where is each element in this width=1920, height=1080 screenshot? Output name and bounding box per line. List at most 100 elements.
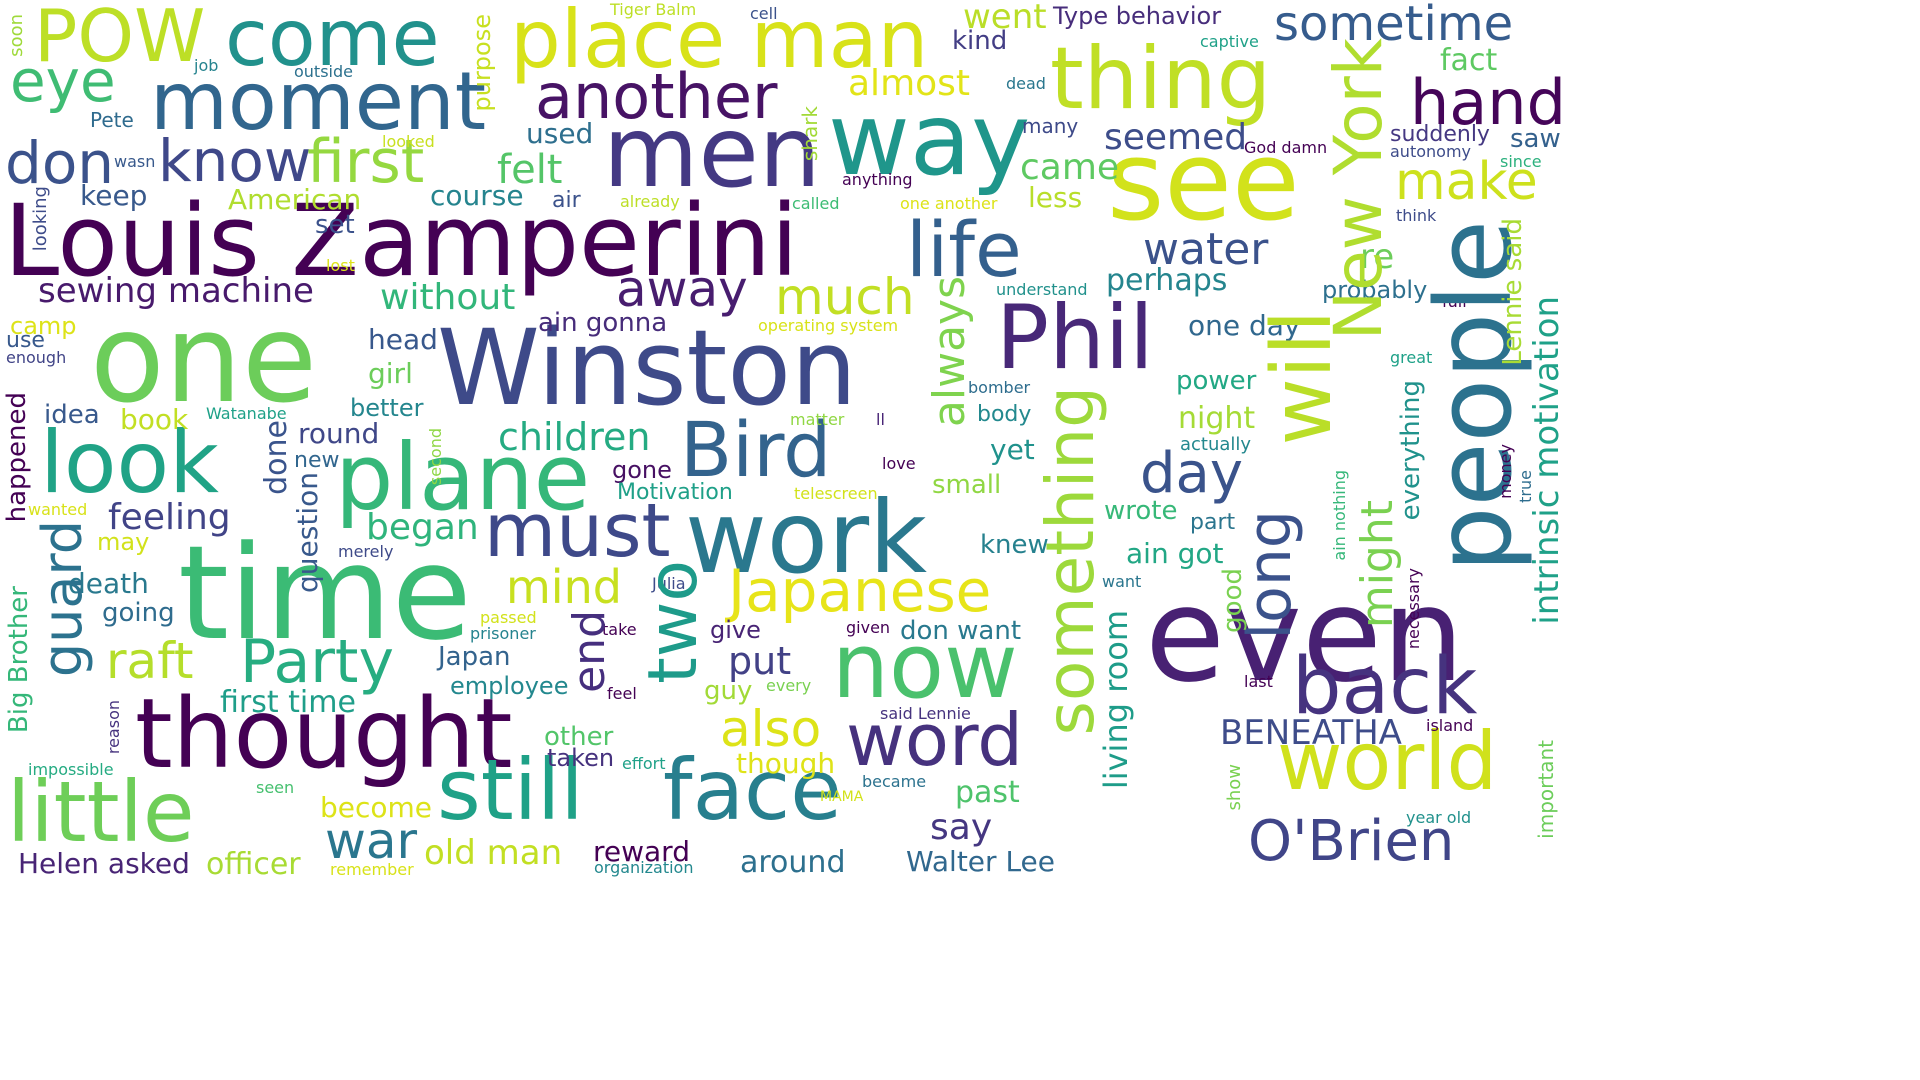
word-41: O'Brien xyxy=(1248,809,1455,874)
word-132: captive xyxy=(1200,32,1259,51)
word-99: night xyxy=(1178,401,1256,436)
word-88: better xyxy=(350,394,424,422)
word-57: feeling xyxy=(108,497,231,538)
word-115: death xyxy=(68,567,149,600)
word-92: new xyxy=(294,448,340,473)
word-190: good xyxy=(1218,568,1248,633)
word-150: Watanabe xyxy=(206,404,287,423)
word-181: New York xyxy=(1320,38,1397,341)
word-174: soon xyxy=(6,14,27,57)
word-66: Walter Lee xyxy=(906,845,1056,878)
word-39: two xyxy=(634,560,713,684)
word-89: idea xyxy=(44,400,100,430)
word-5: way xyxy=(828,81,1031,198)
word-11: thing xyxy=(1050,29,1272,129)
word-140: full xyxy=(1442,292,1467,311)
word-34: don xyxy=(5,129,115,197)
word-26: back xyxy=(1292,642,1478,732)
word-55: went xyxy=(963,0,1047,37)
word-cloud: Louis Zamperini Winston one time men way… xyxy=(0,0,1565,880)
word-97: part xyxy=(1190,510,1236,535)
word-68: officer xyxy=(206,847,301,880)
word-60: sewing machine xyxy=(38,271,314,311)
word-102: one day xyxy=(1188,309,1301,342)
word-186: Big Brother xyxy=(4,586,34,734)
word-105: gone xyxy=(612,456,672,484)
word-0: Louis Zamperini xyxy=(4,184,799,299)
word-83: keep xyxy=(80,179,148,212)
word-157: given xyxy=(846,618,891,637)
word-197: true xyxy=(1516,470,1535,503)
word-166: became xyxy=(862,772,927,791)
word-129: anything xyxy=(842,170,913,189)
word-136: God damn xyxy=(1244,138,1328,157)
word-38: Japanese xyxy=(728,557,992,625)
word-28: life xyxy=(906,205,1022,294)
word-131: cell xyxy=(750,4,778,23)
word-49: say xyxy=(930,807,993,848)
word-77: fact xyxy=(1440,43,1498,78)
word-15: POW xyxy=(34,0,206,78)
word-29: another xyxy=(535,60,778,133)
word-146: matter xyxy=(790,410,845,429)
word-128: one another xyxy=(900,194,998,213)
word-124: wasn xyxy=(114,152,156,171)
word-160: every xyxy=(766,676,812,695)
word-184: question xyxy=(291,472,324,593)
word-17: plane xyxy=(335,424,591,531)
word-94: small xyxy=(932,470,1002,500)
word-35: first xyxy=(307,127,425,197)
word-182: guard xyxy=(31,520,94,678)
word-56: children xyxy=(498,415,651,459)
word-170: organization xyxy=(594,858,694,877)
word-175: shark xyxy=(798,106,822,162)
word-44: much xyxy=(775,268,915,326)
word-8: even xyxy=(1145,559,1465,711)
word-80: less xyxy=(1028,181,1083,214)
word-101: power xyxy=(1176,366,1257,396)
word-193: intrinsic motivation xyxy=(1527,296,1565,625)
word-130: Tiger Balm xyxy=(610,0,697,19)
word-67: Helen asked xyxy=(18,847,190,880)
word-127: called xyxy=(792,194,840,213)
word-70: around xyxy=(740,845,846,880)
word-135: looked xyxy=(382,132,435,151)
word-138: since xyxy=(1500,152,1542,171)
word-58: began xyxy=(366,507,479,548)
word-133: dead xyxy=(1006,74,1046,93)
word-14: come xyxy=(225,0,440,84)
word-63: came xyxy=(1020,147,1120,188)
word-103: re xyxy=(1360,237,1395,277)
word-20: now xyxy=(832,614,1018,719)
word-71: reward xyxy=(593,835,690,868)
word-93: yet xyxy=(990,433,1035,466)
word-116: may xyxy=(97,528,150,556)
word-192: Lennie said xyxy=(1498,218,1528,366)
word-188: second xyxy=(426,428,445,486)
word-106: Motivation xyxy=(617,480,733,505)
word-50: put xyxy=(728,639,792,683)
word-169: remember xyxy=(330,860,414,879)
word-148: love xyxy=(882,454,916,473)
word-4: men xyxy=(603,96,821,210)
word-21: still xyxy=(437,741,584,839)
word-33: know xyxy=(158,127,312,195)
word-85: American xyxy=(228,183,362,216)
word-155: prisoner xyxy=(470,624,536,643)
word-167: MAMA xyxy=(820,789,864,805)
word-165: impossible xyxy=(28,760,114,779)
word-154: passed xyxy=(480,608,537,627)
word-9: work xyxy=(685,479,927,596)
word-180: long xyxy=(1235,510,1305,640)
word-59: without xyxy=(380,277,516,318)
word-27: must xyxy=(484,488,671,574)
word-191: everything xyxy=(1396,380,1426,521)
word-72: past xyxy=(955,775,1020,810)
word-48: war xyxy=(325,812,418,870)
word-82: used xyxy=(526,117,594,150)
word-177: always xyxy=(924,276,975,428)
word-76: kind xyxy=(952,26,1008,56)
word-84: set xyxy=(315,210,355,240)
word-6: see xyxy=(1107,117,1300,245)
word-78: suddenly xyxy=(1390,122,1490,147)
